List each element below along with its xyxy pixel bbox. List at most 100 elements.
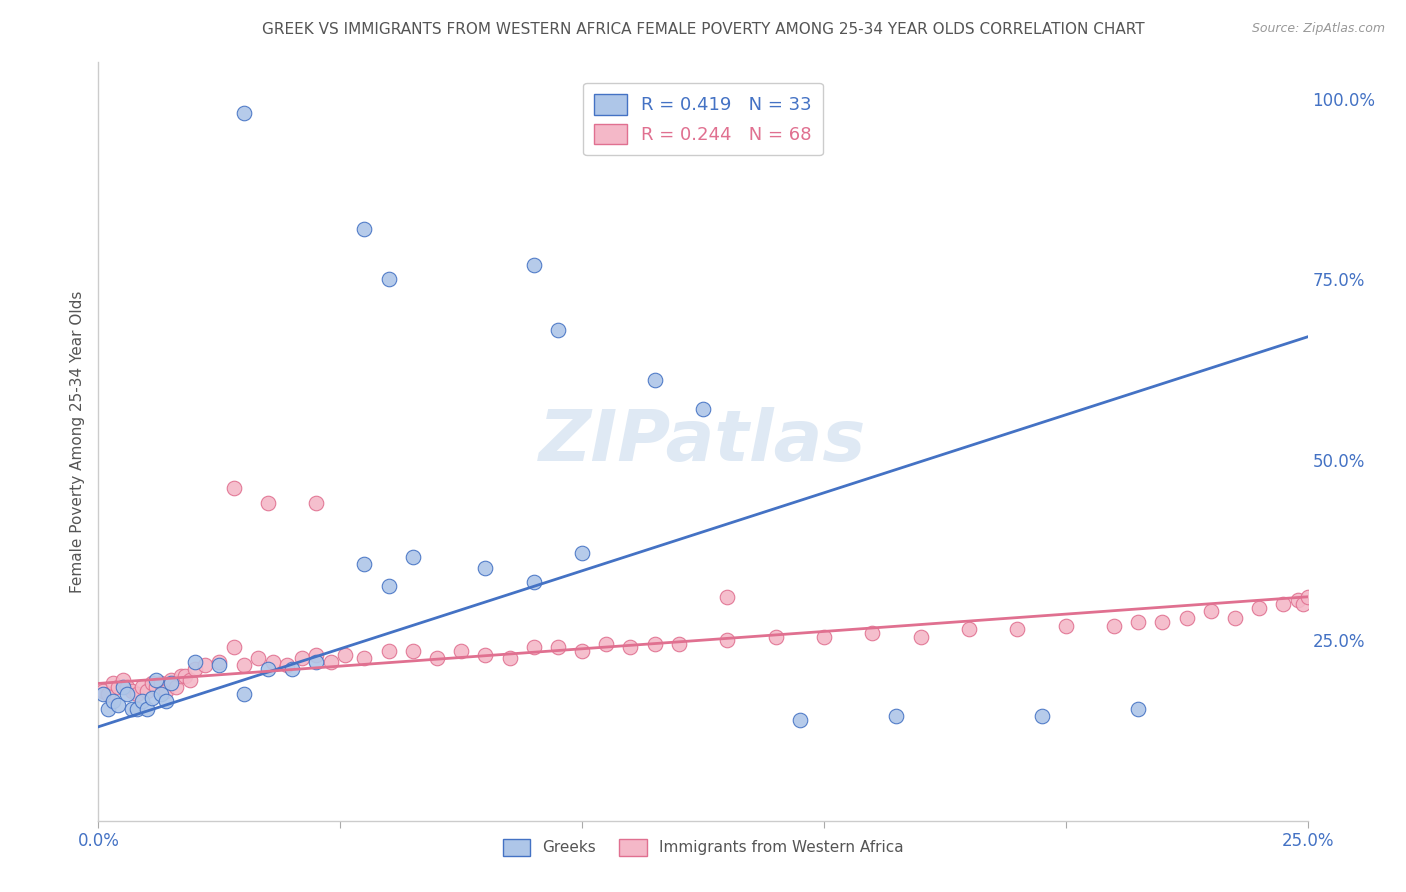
- Point: [474, 648, 496, 662]
- Point: [1175, 611, 1198, 625]
- Point: [121, 683, 143, 698]
- Point: [765, 630, 787, 644]
- Point: [1249, 600, 1271, 615]
- Point: [319, 655, 342, 669]
- Point: [232, 687, 254, 701]
- Point: [127, 687, 149, 701]
- Point: [498, 651, 520, 665]
- Point: [247, 651, 270, 665]
- Point: [1031, 709, 1053, 723]
- Point: [571, 546, 593, 560]
- Text: Source: ZipAtlas.com: Source: ZipAtlas.com: [1251, 22, 1385, 36]
- Point: [97, 702, 120, 716]
- Point: [111, 680, 134, 694]
- Point: [145, 673, 167, 687]
- Point: [595, 637, 617, 651]
- Point: [619, 640, 641, 655]
- Point: [160, 673, 183, 687]
- Point: [97, 687, 120, 701]
- Point: [1007, 622, 1029, 636]
- Point: [1128, 615, 1150, 629]
- Point: [222, 482, 245, 496]
- Point: [135, 702, 157, 716]
- Point: [155, 683, 177, 698]
- Point: [571, 644, 593, 658]
- Point: [426, 651, 449, 665]
- Point: [150, 676, 173, 690]
- Point: [184, 655, 207, 669]
- Point: [111, 673, 134, 687]
- Point: [91, 687, 114, 701]
- Point: [135, 683, 157, 698]
- Point: [276, 658, 298, 673]
- Y-axis label: Female Poverty Among 25-34 Year Olds: Female Poverty Among 25-34 Year Olds: [69, 291, 84, 592]
- Point: [117, 687, 139, 701]
- Point: [474, 561, 496, 575]
- Point: [1223, 611, 1246, 625]
- Point: [1152, 615, 1174, 629]
- Point: [305, 655, 328, 669]
- Point: [1128, 702, 1150, 716]
- Point: [101, 676, 124, 690]
- Point: [232, 106, 254, 120]
- Point: [232, 658, 254, 673]
- Text: GREEK VS IMMIGRANTS FROM WESTERN AFRICA FEMALE POVERTY AMONG 25-34 YEAR OLDS COR: GREEK VS IMMIGRANTS FROM WESTERN AFRICA …: [262, 22, 1144, 37]
- Point: [1296, 590, 1319, 604]
- Point: [1292, 597, 1315, 611]
- Point: [450, 644, 472, 658]
- Point: [184, 662, 207, 676]
- Point: [127, 702, 149, 716]
- Point: [353, 558, 375, 572]
- Point: [281, 662, 304, 676]
- Point: [957, 622, 980, 636]
- Text: ZIPatlas: ZIPatlas: [540, 407, 866, 476]
- Point: [1199, 604, 1222, 618]
- Point: [256, 662, 278, 676]
- Point: [179, 673, 201, 687]
- Point: [131, 694, 153, 708]
- Point: [91, 683, 114, 698]
- Point: [141, 690, 163, 705]
- Point: [377, 272, 399, 286]
- Point: [1286, 593, 1309, 607]
- Point: [377, 644, 399, 658]
- Point: [716, 633, 738, 648]
- Point: [716, 590, 738, 604]
- Point: [668, 637, 690, 651]
- Point: [290, 651, 312, 665]
- Point: [107, 680, 129, 694]
- Point: [377, 579, 399, 593]
- Point: [644, 373, 666, 387]
- Point: [131, 680, 153, 694]
- Point: [886, 709, 908, 723]
- Point: [1272, 597, 1295, 611]
- Point: [353, 221, 375, 235]
- Point: [160, 676, 183, 690]
- Point: [523, 575, 546, 590]
- Point: [165, 680, 187, 694]
- Point: [523, 258, 546, 272]
- Point: [523, 640, 546, 655]
- Point: [1054, 618, 1077, 632]
- Point: [305, 496, 328, 510]
- Point: [262, 655, 284, 669]
- Point: [101, 694, 124, 708]
- Point: [547, 323, 569, 337]
- Legend: Greeks, Immigrants from Western Africa: Greeks, Immigrants from Western Africa: [496, 832, 910, 863]
- Point: [910, 630, 932, 644]
- Point: [692, 402, 714, 417]
- Point: [208, 658, 231, 673]
- Point: [402, 550, 425, 565]
- Point: [353, 651, 375, 665]
- Point: [789, 713, 811, 727]
- Point: [305, 648, 328, 662]
- Point: [547, 640, 569, 655]
- Point: [150, 687, 173, 701]
- Point: [860, 626, 883, 640]
- Point: [644, 637, 666, 651]
- Point: [194, 658, 217, 673]
- Point: [333, 648, 356, 662]
- Point: [402, 644, 425, 658]
- Point: [256, 496, 278, 510]
- Point: [117, 680, 139, 694]
